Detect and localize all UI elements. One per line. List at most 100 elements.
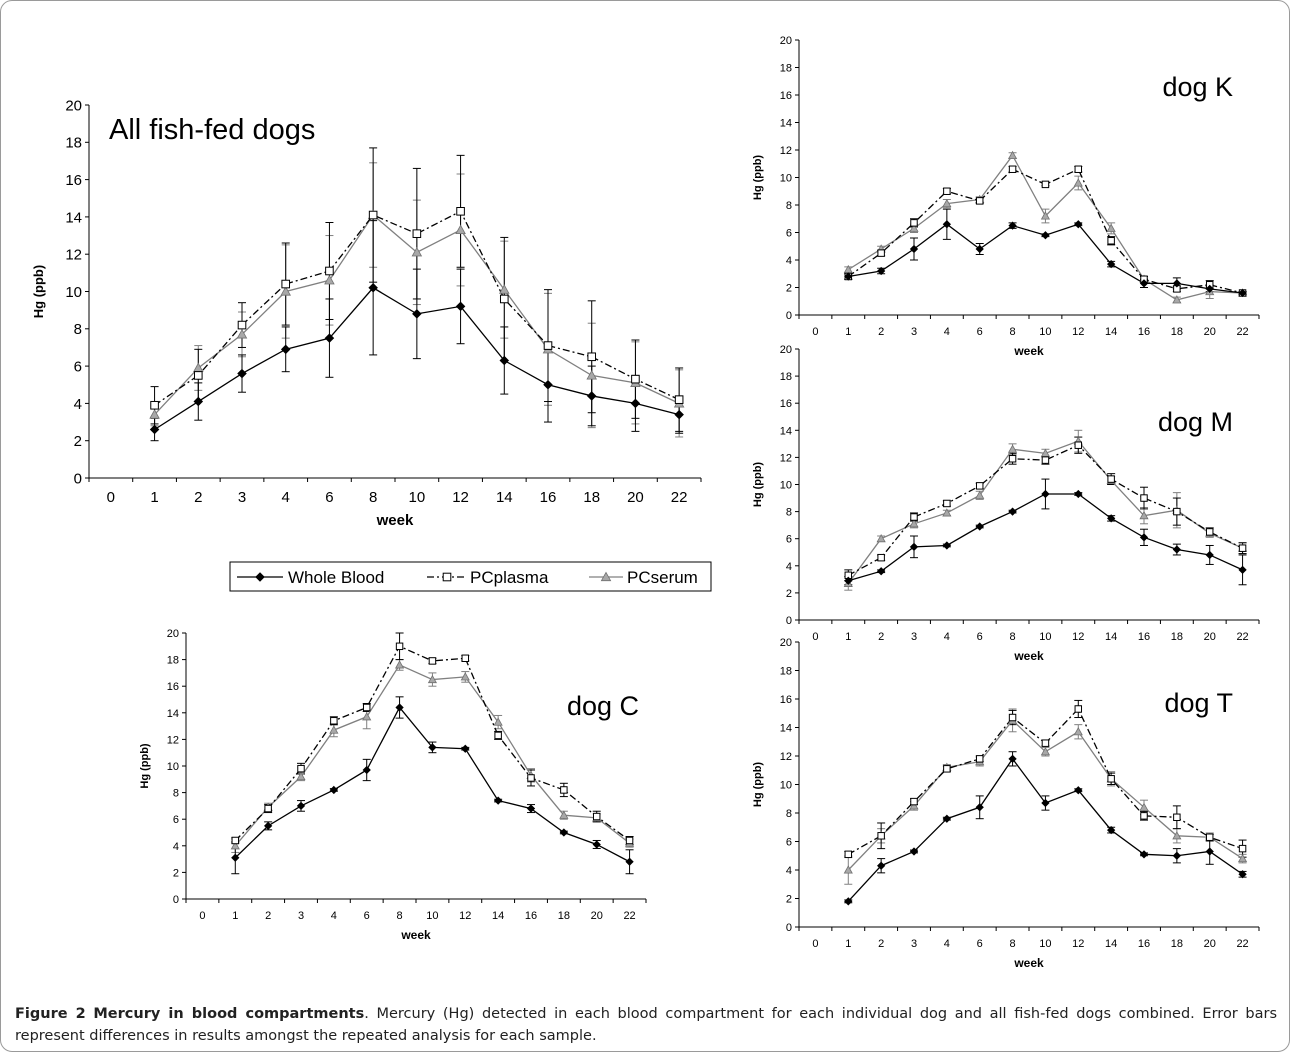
data-point-whole_blood	[586, 391, 597, 401]
x-tick-label: 2	[194, 489, 202, 506]
x-tick-label: 20	[1204, 326, 1216, 338]
data-point-whole_blood	[368, 283, 378, 293]
data-point-whole_blood	[942, 541, 951, 550]
y-tick-label: 14	[167, 708, 179, 720]
y-tick-label: 18	[167, 655, 179, 667]
data-point-pc_plasma	[844, 850, 853, 859]
data-point-whole_blood	[1205, 550, 1214, 560]
y-tick-label: 14	[780, 117, 792, 129]
x-tick-label: 16	[525, 910, 537, 922]
series-line-whole_blood	[234, 706, 630, 863]
data-point-whole_blood	[395, 703, 404, 712]
data-point-pc_serum	[909, 519, 919, 528]
data-point-pc_plasma	[877, 249, 885, 257]
y-tick-label: 2	[786, 588, 792, 600]
data-point-pc_plasma	[368, 210, 378, 220]
data-point-whole_blood	[237, 368, 247, 379]
y-tick-label: 8	[173, 788, 179, 800]
x-tick-label: 1	[845, 631, 851, 643]
y-tick-label: 20	[65, 97, 82, 114]
data-point-whole_blood	[1172, 545, 1181, 554]
x-tick-label: 8	[1010, 631, 1016, 643]
x-axis-title: week	[400, 928, 431, 942]
data-point-pc_plasma	[1041, 456, 1050, 464]
data-point-whole_blood	[1041, 798, 1050, 808]
data-point-whole_blood	[909, 847, 919, 856]
series-points-pc_serum	[843, 150, 1248, 304]
x-tick-label: 20	[627, 489, 644, 506]
x-axis-title: week	[1013, 649, 1044, 663]
data-point-pc_plasma	[674, 395, 684, 404]
data-point-whole_blood	[1041, 231, 1050, 240]
y-tick-label: 8	[786, 200, 792, 212]
x-tick-label: 20	[1204, 631, 1216, 643]
x-axis-title: week	[1013, 344, 1044, 358]
data-point-whole_blood	[461, 744, 470, 753]
data-point-whole_blood	[625, 857, 634, 866]
data-point-pc_serum	[1007, 150, 1018, 160]
data-point-pc_plasma	[150, 400, 159, 410]
y-tick-label: 10	[65, 284, 82, 301]
x-tick-label: 4	[944, 938, 950, 950]
x-tick-label: 18	[1171, 938, 1183, 950]
y-tick-label: 6	[74, 359, 82, 376]
data-point-pc_plasma	[1074, 441, 1083, 449]
x-tick-label: 18	[1171, 631, 1183, 643]
data-point-pc_plasma	[231, 836, 240, 845]
data-point-whole_blood	[1205, 847, 1214, 856]
data-point-pc_plasma	[1107, 475, 1115, 483]
x-tick-label: 6	[325, 489, 333, 506]
x-tick-label: 8	[1010, 938, 1016, 950]
x-tick-label: 1	[845, 938, 851, 950]
data-point-whole_blood	[412, 309, 422, 319]
x-tick-label: 12	[1072, 631, 1084, 643]
data-point-pc_plasma	[543, 341, 553, 350]
data-point-pc_serum	[909, 223, 919, 232]
series-points-whole_blood	[844, 220, 1247, 298]
y-tick-label: 18	[780, 665, 792, 677]
data-point-whole_blood	[543, 379, 553, 390]
data-point-pc_serum	[942, 508, 952, 517]
error-bars-pc_plasma	[231, 632, 634, 845]
data-point-pc_serum	[394, 660, 405, 669]
y-tick-label: 20	[780, 637, 792, 649]
x-tick-label: 4	[282, 489, 290, 506]
x-tick-label: 10	[409, 489, 426, 506]
data-point-pc_serum	[324, 274, 335, 285]
y-tick-label: 12	[65, 247, 82, 264]
data-point-pc_plasma	[527, 774, 535, 782]
data-point-pc_plasma	[1074, 165, 1083, 173]
x-tick-label: 12	[452, 489, 469, 506]
y-tick-label: 20	[780, 344, 792, 356]
x-tick-label: 2	[878, 631, 884, 643]
legend-label-pc_plasma: PCplasma	[470, 568, 549, 587]
y-tick-label: 2	[173, 867, 179, 879]
data-point-pc_plasma	[1041, 180, 1050, 189]
y-tick-label: 12	[780, 452, 792, 464]
y-axis-title: Hg (ppb)	[31, 265, 46, 318]
y-tick-label: 8	[74, 321, 82, 338]
y-tick-label: 4	[173, 841, 179, 853]
data-point-whole_blood	[455, 301, 466, 312]
data-point-pc_plasma	[1173, 507, 1181, 516]
y-tick-label: 2	[786, 282, 792, 294]
data-point-pc_serum	[1007, 444, 1018, 453]
legend-label-pc_serum: PCserum	[627, 568, 698, 587]
data-point-whole_blood	[329, 785, 338, 795]
data-point-whole_blood	[877, 567, 886, 576]
x-tick-label: 1	[232, 910, 238, 922]
error-bars-whole_blood	[844, 751, 1247, 904]
y-tick-label: 10	[780, 479, 792, 491]
x-tick-label: 22	[1236, 631, 1248, 643]
data-point-pc_serum	[193, 362, 204, 373]
x-tick-label: 22	[623, 910, 635, 922]
data-point-pc_serum	[942, 198, 952, 208]
x-tick-label: 4	[944, 326, 950, 338]
panel-title: dog C	[567, 691, 639, 721]
y-tick-label: 16	[65, 172, 82, 189]
x-tick-label: 6	[977, 631, 983, 643]
x-tick-label: 14	[1105, 938, 1117, 950]
data-point-pc_plasma	[1173, 813, 1181, 822]
legend-label-whole_blood: Whole Blood	[288, 568, 384, 587]
data-point-whole_blood	[362, 765, 371, 775]
